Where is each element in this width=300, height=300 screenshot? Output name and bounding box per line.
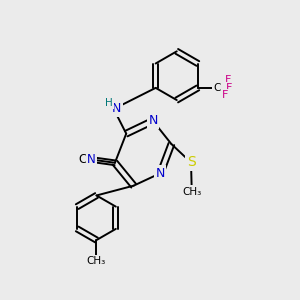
Text: N: N	[87, 153, 96, 166]
Text: N: N	[148, 114, 158, 128]
Text: N: N	[112, 103, 122, 116]
Text: C: C	[214, 83, 221, 93]
Text: S: S	[187, 155, 195, 170]
Text: CH₃: CH₃	[182, 187, 201, 196]
Text: C: C	[79, 153, 87, 166]
Text: H: H	[104, 98, 112, 108]
Text: N: N	[156, 167, 165, 180]
Text: F: F	[226, 83, 232, 93]
Text: F: F	[224, 76, 231, 85]
Text: CH₃: CH₃	[87, 256, 106, 266]
Text: F: F	[222, 90, 229, 100]
